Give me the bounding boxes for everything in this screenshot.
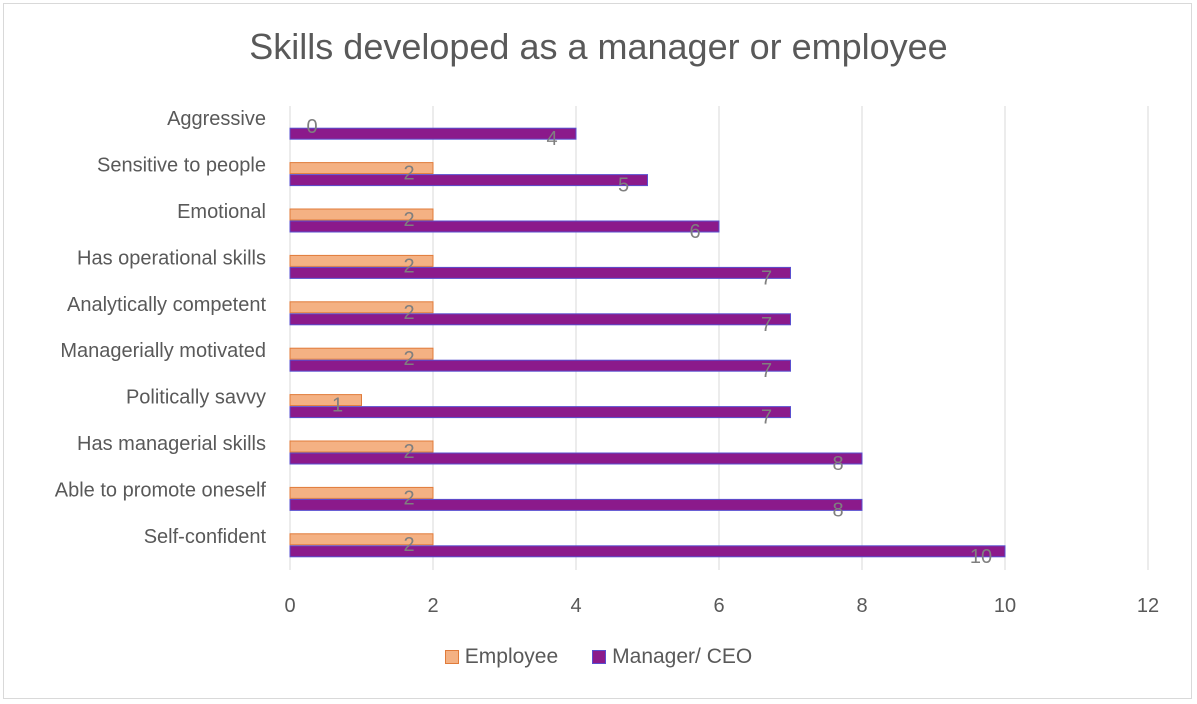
chart-title: Skills developed as a manager or employe… xyxy=(249,26,948,67)
data-label-employee: 2 xyxy=(403,302,414,324)
chart-frame xyxy=(3,3,1192,699)
bar-manager-ceo xyxy=(289,498,863,511)
category-label: Able to promote oneself xyxy=(55,479,267,501)
data-label-manager-ceo: 5 xyxy=(618,175,629,197)
data-label-employee: 2 xyxy=(403,487,414,509)
data-label-employee: 0 xyxy=(306,116,317,138)
data-label-employee: 2 xyxy=(403,163,414,185)
category-label: Sensitive to people xyxy=(97,155,266,177)
legend-label-manager-ceo: Manager/ CEO xyxy=(612,645,753,668)
data-label-manager-ceo: 10 xyxy=(970,546,992,568)
bar-manager-ceo xyxy=(289,452,863,465)
bar-employee xyxy=(289,486,434,499)
legend-item-employee: Employee xyxy=(444,645,559,669)
legend: Employee Manager/ CEO xyxy=(0,645,1197,669)
category-label: Self-confident xyxy=(144,526,267,548)
bar-employee xyxy=(289,301,434,314)
x-tick-label: 12 xyxy=(1137,595,1159,617)
data-label-employee: 2 xyxy=(403,534,414,556)
legend-swatch-manager-ceo xyxy=(592,650,607,664)
bar-employee xyxy=(289,394,362,407)
category-label: Emotional xyxy=(177,201,266,223)
data-labels: 0 4 2 5 2 6 2 7 2 7 2 7 1 7 2 8 2 8 2 10 xyxy=(306,116,992,568)
data-label-employee: 2 xyxy=(403,348,414,370)
data-label-manager-ceo: 7 xyxy=(761,360,772,382)
data-label-manager-ceo: 7 xyxy=(761,407,772,429)
category-labels: Aggressive Sensitive to people Emotional Ha… xyxy=(55,108,267,548)
x-tick-label: 4 xyxy=(570,595,581,617)
bar-manager-ceo xyxy=(289,545,1006,558)
data-label-manager-ceo: 4 xyxy=(546,128,557,150)
category-label: Aggressive xyxy=(167,108,266,130)
bars xyxy=(289,127,1006,558)
category-label: Analytically competent xyxy=(67,294,266,316)
category-label: Managerially motivated xyxy=(60,340,266,362)
bar-manager-ceo xyxy=(289,174,648,187)
category-label: Politically savvy xyxy=(126,387,266,409)
bar-manager-ceo xyxy=(289,127,577,140)
x-tick-label: 0 xyxy=(284,595,295,617)
data-label-manager-ceo: 8 xyxy=(832,453,843,475)
bar-employee xyxy=(289,162,434,175)
bar-employee xyxy=(289,208,434,221)
bar-employee xyxy=(289,440,434,453)
bar-manager-ceo xyxy=(289,220,720,233)
data-label-manager-ceo: 7 xyxy=(761,314,772,336)
bar-employee xyxy=(289,254,434,267)
bar-manager-ceo xyxy=(289,313,791,326)
x-tick-label: 6 xyxy=(713,595,724,617)
x-tick-label: 2 xyxy=(427,595,438,617)
legend-label-employee: Employee xyxy=(464,645,559,668)
data-label-employee: 2 xyxy=(403,209,414,231)
data-label-employee: 2 xyxy=(403,441,414,463)
bar-manager-ceo xyxy=(289,359,791,372)
x-tick-label: 8 xyxy=(856,595,867,617)
data-label-employee: 1 xyxy=(332,395,343,417)
category-label: Has operational skills xyxy=(77,247,266,269)
data-label-manager-ceo: 6 xyxy=(689,221,700,243)
bar-manager-ceo xyxy=(289,266,791,279)
legend-swatch-employee xyxy=(444,650,459,664)
data-label-manager-ceo: 7 xyxy=(761,267,772,289)
bar-manager-ceo xyxy=(289,406,791,419)
bar-employee xyxy=(289,533,434,546)
x-tick-label: 10 xyxy=(994,595,1016,617)
bar-employee xyxy=(289,347,434,360)
data-label-employee: 2 xyxy=(403,255,414,277)
category-label: Has managerial skills xyxy=(77,433,266,455)
legend-item-manager-ceo: Manager/ CEO xyxy=(592,645,752,669)
data-label-manager-ceo: 8 xyxy=(832,499,843,521)
x-tick-labels: 0 2 4 6 8 10 12 xyxy=(284,595,1159,617)
